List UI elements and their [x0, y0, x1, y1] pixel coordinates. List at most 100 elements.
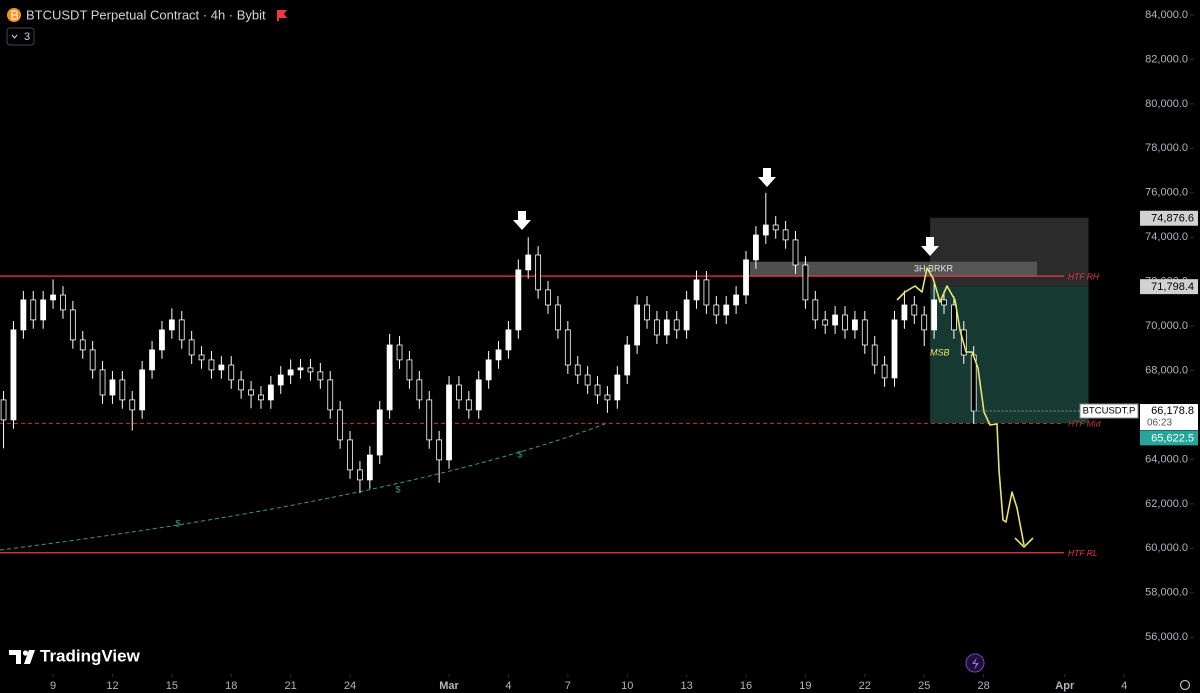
last-price-label: 66,178.8: [1151, 405, 1194, 417]
candle-body: [60, 294, 66, 311]
candle-body: [465, 399, 472, 411]
candle-body: [535, 254, 542, 291]
candle-body: [376, 409, 383, 456]
candle-body: [525, 254, 532, 271]
candle-body: [782, 229, 789, 241]
price-tag-label: 65,622.5: [1151, 432, 1194, 444]
candle-body: [753, 234, 759, 261]
chevron: [11, 34, 18, 39]
projection-path: [896, 267, 1025, 546]
x-tick-label: 19: [799, 680, 811, 692]
level-label: HTF Mid: [1068, 419, 1101, 429]
candle-body: [228, 364, 235, 381]
symbol-icon-glyph: [11, 10, 19, 20]
candle-body: [951, 304, 957, 331]
candle-body: [277, 374, 284, 386]
candle-body: [713, 304, 720, 316]
arrow: [921, 237, 939, 256]
y-tick-label: 74,000.0: [1145, 231, 1188, 243]
candle-body: [208, 359, 215, 371]
candle-body: [446, 384, 452, 461]
candle-body: [89, 349, 96, 371]
candle-body: [416, 379, 423, 401]
candle-body: [178, 319, 185, 341]
candle-body: [198, 354, 205, 361]
candle-body: [327, 379, 334, 411]
candle-body: [891, 319, 898, 379]
x-tick-label: 25: [918, 680, 930, 692]
candle-body: [574, 364, 581, 376]
candle-body: [20, 299, 27, 331]
candle-body: [733, 294, 740, 306]
x-tick-label: 7: [565, 680, 571, 692]
y-tick-label: 80,000.0: [1145, 98, 1188, 110]
candle-body: [159, 329, 165, 351]
candle-body: [792, 239, 799, 266]
chart-title: BTCUSDT Perpetual Contract · 4h · Bybit: [26, 7, 266, 22]
y-tick-label: 70,000.0: [1145, 320, 1188, 332]
price-tag-label: 74,876.6: [1151, 213, 1194, 225]
candle-body: [475, 379, 482, 411]
candle-body: [693, 279, 700, 301]
breaker-label: 3H BRKR: [914, 263, 954, 273]
candle-body: [168, 319, 175, 331]
candle-body: [426, 399, 433, 441]
candle-body: [40, 299, 47, 321]
x-tick-label: 22: [859, 680, 871, 692]
y-tick-label: 76,000.0: [1145, 187, 1188, 199]
indicator-count: 3: [24, 31, 30, 43]
candle-body: [119, 379, 126, 401]
candle-body: [594, 384, 601, 396]
candle-body: [337, 409, 344, 441]
price-tag: [1140, 210, 1198, 226]
x-tick-label: Apr: [1055, 680, 1075, 692]
candle-body: [901, 304, 908, 321]
labels: 3H BRKR HTF RH HTF Mid HTF RL MSB 74,876.6 71,…: [914, 210, 1198, 558]
candle-body: [545, 289, 551, 306]
candle-body: [614, 374, 621, 401]
y-tick-label: 68,000.0: [1145, 364, 1188, 376]
candle-body: [564, 329, 571, 366]
candle-body: [129, 399, 136, 411]
last-price-tag: [1140, 404, 1198, 431]
candle-body: [50, 294, 56, 301]
symbol-tag: [1079, 403, 1139, 419]
breaker-block: [749, 261, 1038, 277]
candle-body: [812, 299, 819, 321]
candle-body: [366, 454, 373, 481]
countdown-label: 06:23: [1147, 418, 1172, 429]
arrow: [513, 211, 531, 230]
candle-body: [436, 439, 443, 461]
candle-body: [386, 344, 393, 411]
x-tick-label: 21: [285, 680, 297, 692]
candle-body: [871, 344, 878, 366]
candle-body: [287, 369, 294, 376]
candle-body: [267, 384, 274, 401]
brand-name: TradingView: [40, 646, 141, 665]
flag-icon[interactable]: [277, 10, 287, 21]
arrows: [513, 168, 939, 256]
settings-button[interactable]: [1179, 679, 1191, 691]
candle-body: [495, 349, 502, 361]
candle-body: [347, 439, 353, 471]
x-tick-label: 24: [344, 680, 356, 692]
candle-body: [149, 349, 155, 371]
candle-body: [109, 379, 116, 396]
candle-body: [584, 374, 591, 386]
candle-body: [406, 359, 413, 381]
projection-arrowhead: [1014, 537, 1034, 549]
price-tag: [1140, 430, 1198, 446]
candle-body: [456, 384, 462, 401]
candle-body: [772, 224, 779, 231]
candle-body: [634, 304, 641, 346]
x-tick-label: 4: [1121, 680, 1127, 692]
msb-label: MSB: [930, 347, 950, 357]
candle-body: [99, 369, 106, 396]
y-tick-label: 56,000.0: [1145, 631, 1188, 643]
candles: [0, 192, 977, 494]
candle-body: [188, 339, 195, 356]
level-label: HTF RH: [1068, 271, 1100, 281]
candle-body: [258, 394, 264, 401]
indicator-toggle[interactable]: [6, 27, 35, 46]
